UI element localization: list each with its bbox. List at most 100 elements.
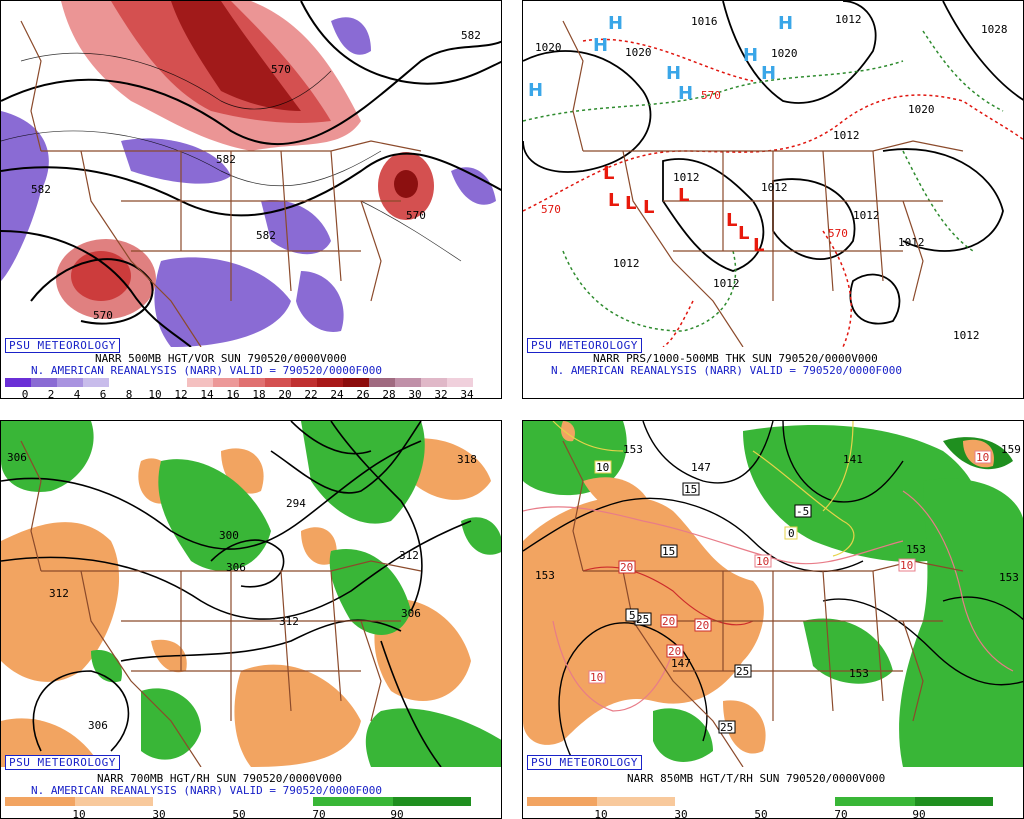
low-pressure-symbol: L [738, 223, 749, 244]
isotherm-label: 25 [736, 665, 749, 678]
contour-label: 312 [399, 549, 419, 562]
contour-label: 153 [999, 571, 1019, 584]
thickness-label: 570 [541, 203, 561, 216]
isotherm-label: 5 [629, 609, 636, 622]
scale-label: 16 [226, 388, 240, 399]
scale-label: 34 [460, 388, 474, 399]
contour-label: 300 [219, 529, 239, 542]
contour-label: 141 [843, 453, 863, 466]
panel-850mb-hgt-t-rh: 153 147 141 159 153 153 147 153 153 10 1… [522, 420, 1024, 819]
contour-label: 1012 [898, 236, 925, 249]
psu-meteorology-badge: PSU METEOROLOGY [5, 755, 120, 770]
scale-label: 30 [152, 808, 166, 819]
scale-label: 24 [330, 388, 344, 399]
scale-label: 90 [390, 808, 404, 819]
panel-caption: NARR 850MB HGT/T/RH SUN 790520/0000V000 [627, 772, 886, 785]
high-pressure-symbol: H [778, 13, 793, 34]
panel-subcaption: N. AMERICAN REANALYSIS (NARR) VALID = 79… [31, 364, 382, 377]
contour-label: 153 [849, 667, 869, 680]
scale-label: 0 [21, 388, 29, 399]
contour-label: 1016 [691, 15, 718, 28]
contour-label: 570 [406, 209, 426, 222]
isotherm-label: 10 [900, 559, 913, 572]
contour-label: 153 [906, 543, 926, 556]
contour-label: 1012 [613, 257, 640, 270]
vorticity-color-scale [5, 378, 481, 387]
map-850mb: 153 147 141 159 153 153 147 153 153 10 1… [523, 421, 1023, 767]
panel-caption: NARR PRS/1000-500MB THK SUN 790520/0000V… [593, 352, 878, 365]
contour-label: 1012 [713, 277, 740, 290]
contour-label: 1012 [761, 181, 788, 194]
scale-label: 22 [304, 388, 318, 399]
contour-label: 582 [461, 29, 481, 42]
contour-label: 570 [93, 309, 113, 322]
scale-label: 50 [754, 808, 768, 819]
isotherm-label: 10 [976, 451, 989, 464]
scale-label: 10 [148, 388, 162, 399]
rh-scale-labels: 10 30 50 70 90 [527, 808, 1003, 819]
low-pressure-symbol: L [753, 235, 764, 256]
high-pressure-symbol: H [666, 63, 681, 84]
scale-label: 26 [356, 388, 370, 399]
scale-label: 30 [408, 388, 422, 399]
isotherm-label: 20 [662, 615, 675, 628]
isotherm-label: 15 [662, 545, 675, 558]
scale-label: 10 [594, 808, 608, 819]
panel-500mb-hgt-vor: 582 582 570 582 570 570 582 PSU METEOROL… [0, 0, 502, 399]
scale-label: 28 [382, 388, 396, 399]
map-700mb: 306 318 294 300 306 312 312 306 306 312 [1, 421, 501, 767]
contour-label: 1012 [853, 209, 880, 222]
contour-label: 570 [271, 63, 291, 76]
low-pressure-symbol: L [643, 197, 654, 218]
contour-label: 1012 [673, 171, 700, 184]
isotherm-label: -5 [796, 505, 809, 518]
map-500mb: 582 582 570 582 570 570 582 [1, 1, 501, 347]
low-pressure-symbol: L [603, 163, 614, 184]
scale-label: 8 [125, 388, 133, 399]
map-prs-thk: H H H H H H H H L L L L L L L L 1020 102… [523, 1, 1023, 347]
contour-label: 294 [286, 497, 306, 510]
contour-label: 1020 [771, 47, 798, 60]
rh-color-scale [527, 797, 1003, 806]
panel-700mb-hgt-rh: 306 318 294 300 306 312 312 306 306 312 … [0, 420, 502, 819]
contour-label: 306 [7, 451, 27, 464]
contour-label: 153 [535, 569, 555, 582]
panel-prs-thickness: H H H H H H H H L L L L L L L L 1020 102… [522, 0, 1024, 399]
low-pressure-symbol: L [726, 210, 737, 231]
scale-label: 70 [834, 808, 848, 819]
thickness-label: 570 [828, 227, 848, 240]
isotherm-label: 25 [720, 721, 733, 734]
contour-label: 306 [226, 561, 246, 574]
contour-label: 582 [216, 153, 236, 166]
isotherm-label: 0 [788, 527, 795, 540]
panel-caption: NARR 500MB HGT/VOR SUN 790520/0000V000 [95, 352, 347, 365]
psu-meteorology-badge: PSU METEOROLOGY [527, 755, 642, 770]
contour-label: 1012 [953, 329, 980, 342]
contour-label: 1028 [981, 23, 1008, 36]
thickness-label: 570 [701, 89, 721, 102]
contour-label: 1012 [835, 13, 862, 26]
contour-label: 147 [691, 461, 711, 474]
low-pressure-symbol: L [678, 185, 689, 206]
low-pressure-symbol: L [608, 190, 619, 211]
scale-label: 10 [72, 808, 86, 819]
isotherm-label: 10 [756, 555, 769, 568]
contour-label: 159 [1001, 443, 1021, 456]
scale-label: 50 [232, 808, 246, 819]
scale-label: 12 [174, 388, 188, 399]
isotherm-label: 20 [620, 561, 633, 574]
contour-label: 312 [279, 615, 299, 628]
scale-label: 4 [73, 388, 81, 399]
contour-label: 153 [623, 443, 643, 456]
contour-label: 1020 [908, 103, 935, 116]
vorticity-scale-labels: 0 2 4 6 8 10 12 14 16 18 20 22 24 26 28 … [5, 388, 481, 399]
contour-label: 582 [256, 229, 276, 242]
contour-label: 312 [49, 587, 69, 600]
scale-label: 2 [47, 388, 55, 399]
low-pressure-symbol: L [625, 193, 636, 214]
scale-label: 90 [912, 808, 926, 819]
contour-label: 147 [671, 657, 691, 670]
psu-meteorology-badge: PSU METEOROLOGY [527, 338, 642, 353]
high-pressure-symbol: H [761, 63, 776, 84]
isotherm-label: 25 [636, 613, 649, 626]
